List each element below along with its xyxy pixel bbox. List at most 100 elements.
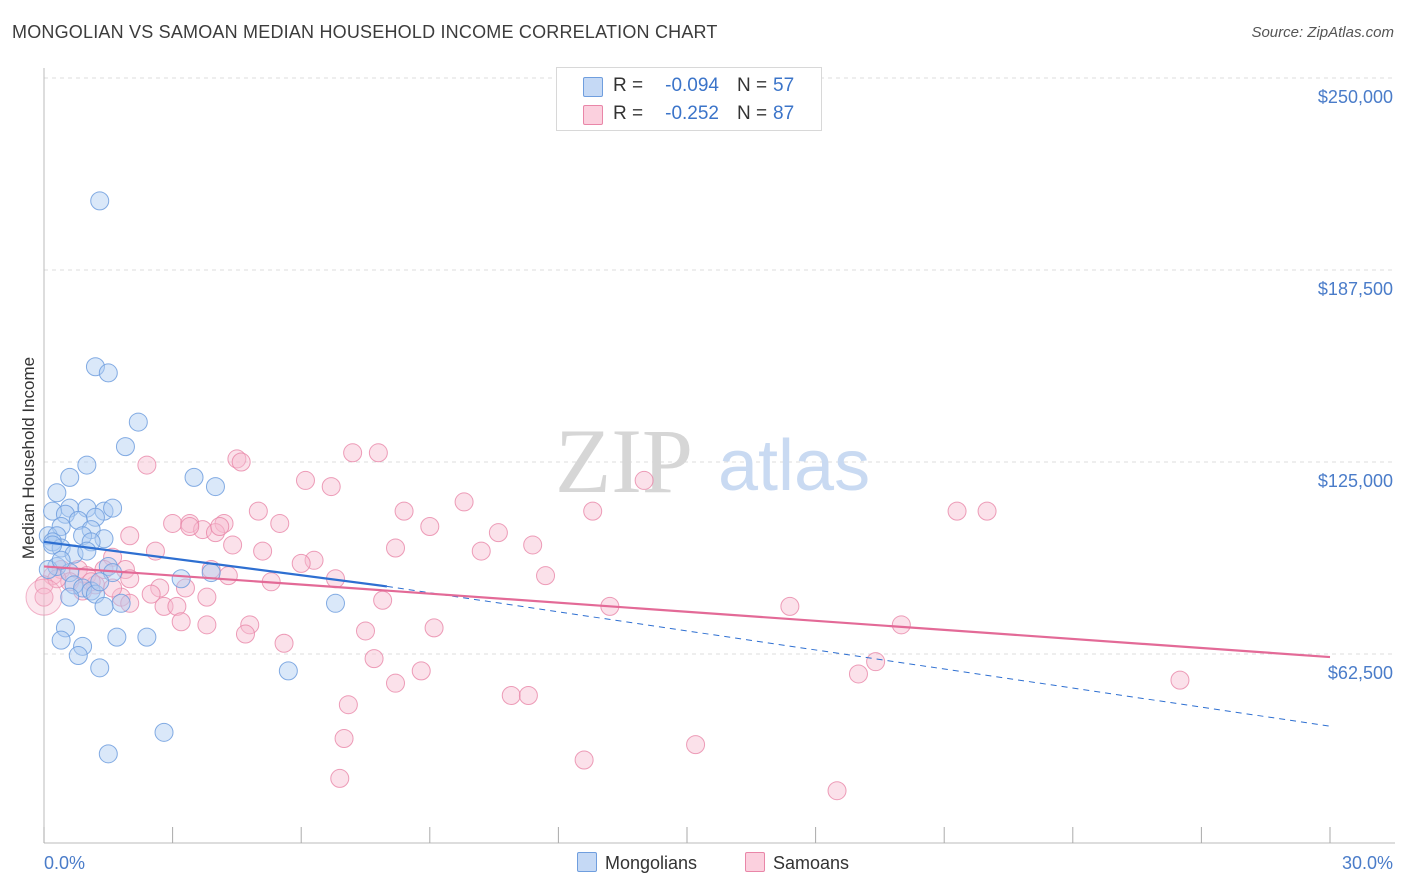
mongolians-point: [77, 541, 97, 561]
mongolians-point: [111, 593, 131, 613]
samoans-point: [827, 781, 847, 801]
mongolians-point: [77, 455, 97, 475]
mongolians-point: [73, 636, 93, 656]
samoans-point: [356, 621, 375, 641]
samoans-point: [364, 649, 384, 669]
samoans-point: [223, 535, 243, 555]
samoans-point: [235, 624, 255, 644]
mongolians-point: [60, 587, 80, 607]
samoans-trend-line: [43, 565, 1331, 659]
samoans-point: [523, 535, 543, 555]
x-tick-label: 0.0%: [44, 853, 85, 873]
samoans-point: [295, 470, 315, 490]
mongolians-point: [51, 550, 71, 570]
samoans-point: [891, 615, 911, 635]
samoans-point: [197, 587, 217, 607]
mongolians-point: [94, 596, 114, 616]
samoans-point: [536, 566, 556, 586]
samoans-point: [343, 443, 363, 463]
samoans-point: [175, 578, 195, 598]
samoans-point: [634, 470, 654, 490]
samoans-point: [373, 590, 393, 610]
samoans-point: [501, 685, 521, 705]
samoans-point: [197, 615, 217, 635]
n-value: 57: [773, 75, 795, 96]
samoans-point: [471, 541, 491, 561]
samoans-legend-swatch: [745, 852, 765, 872]
samoans-point: [274, 633, 294, 653]
mongolians-point: [94, 529, 114, 549]
mongolians-point: [325, 593, 345, 613]
samoans-point: [253, 541, 273, 561]
samoans-point: [686, 735, 706, 755]
samoans-point: [574, 750, 594, 770]
chart-title: MONGOLIAN VS SAMOAN MEDIAN HOUSEHOLD INC…: [12, 22, 718, 42]
samoans-point: [583, 501, 603, 521]
samoans-point: [231, 452, 251, 472]
y-tick-label: $62,500: [1328, 663, 1393, 683]
mongolians-point: [107, 627, 127, 647]
r-value: -0.094: [665, 75, 719, 96]
samoans-point: [866, 652, 886, 672]
mongolians-point: [55, 618, 75, 638]
axes: [43, 68, 1395, 844]
samoans-point: [338, 695, 358, 715]
samoans-point: [163, 513, 183, 533]
watermark-atlas: atlas: [718, 426, 870, 506]
samoans-point: [424, 618, 444, 638]
mongolians-point: [47, 483, 67, 503]
mongolians-point: [137, 627, 157, 647]
samoans-point: [167, 596, 187, 616]
mongolians-point: [184, 467, 204, 487]
samoans-point: [218, 566, 238, 586]
mongolians-point: [98, 744, 118, 764]
stats-row-samoans: R = -0.252 N = 87: [557, 100, 821, 128]
mongolians-point: [90, 572, 110, 592]
trend-lines: [43, 540, 1331, 727]
samoans-point: [368, 443, 388, 463]
mongolians-point: [115, 437, 135, 457]
r-value: -0.252: [665, 103, 719, 124]
mongolians-point: [68, 510, 88, 530]
mongolians-point: [98, 363, 118, 383]
legend-label-samoans: Samoans: [773, 853, 850, 873]
mongolians-point: [43, 501, 63, 521]
samoans-point: [518, 685, 538, 705]
samoans-point: [270, 513, 290, 533]
y-tick-label: $250,000: [1318, 87, 1393, 107]
mongolians-point: [60, 467, 80, 487]
legend-label-mongolians: Mongolians: [605, 853, 698, 873]
samoans-point: [977, 501, 997, 521]
watermark-zip: ZIP: [555, 410, 693, 512]
samoans-point: [454, 492, 474, 512]
mongolians-point: [154, 722, 174, 742]
stats-row-mongolians: R = -0.094 N = 57: [557, 72, 821, 100]
mongolians-points: [38, 191, 345, 764]
samoans-point: [334, 728, 354, 748]
mongolians-point: [171, 569, 191, 589]
x-tick-label: 30.0%: [1342, 853, 1393, 873]
mongolians-swatch: [583, 77, 603, 97]
samoans-point: [321, 477, 341, 497]
n-label: N =: [737, 75, 768, 96]
samoans-point: [304, 550, 324, 570]
samoans-point: [947, 501, 967, 521]
y-tick-label: $187,500: [1318, 279, 1393, 299]
legend-item-mongolians: Mongolians: [577, 852, 697, 874]
samoans-point: [386, 673, 406, 693]
mongolians-point: [38, 560, 58, 580]
samoans-point: [248, 501, 268, 521]
source-label: Source: ZipAtlas.com: [1251, 24, 1394, 41]
n-value: 87: [773, 103, 795, 124]
y-axis-label: Median Household Income: [19, 357, 38, 559]
mongolians-trend-line: [43, 540, 388, 588]
samoans-point: [411, 661, 431, 681]
mongolians-point: [205, 477, 225, 497]
samoans-point: [848, 664, 868, 684]
samoans-point: [291, 553, 311, 573]
samoans-point: [330, 768, 350, 788]
mongolians-legend-swatch: [577, 852, 597, 872]
samoans-point: [120, 526, 140, 546]
samoans-point: [180, 517, 200, 537]
